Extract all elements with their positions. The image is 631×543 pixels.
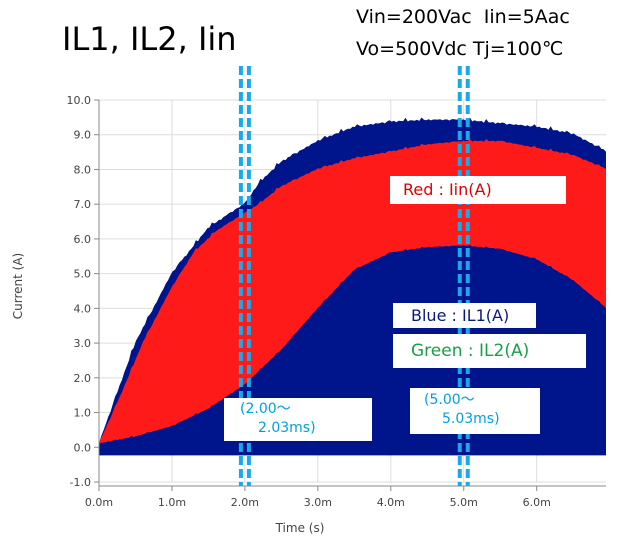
x-tick-label-1: 1.0m	[158, 496, 186, 509]
y-tick-label-0: 10.0	[67, 94, 92, 107]
window-label-1-line1: (2.00～	[240, 401, 291, 417]
y-tick-label-10: 0.0	[74, 441, 92, 454]
window-label-1-line2: 2.03ms)	[258, 420, 316, 436]
x-axis-label: Time (s)	[275, 521, 325, 535]
window-label-2-line1: (5.00～	[424, 392, 475, 408]
conditions-line-2: Vo=500Vdc Tj=100℃	[356, 38, 564, 60]
chart-axes: 10.0 9.0 8.0 7.0 6.0 5.0 4.0 3.0 2.0 1.0 0.0 -1.0 0.…	[67, 94, 606, 509]
x-tick-label-0: 0.0m	[85, 496, 113, 509]
conditions-line-1: Vin=200Vac Iin=5Aac	[356, 6, 570, 28]
y-tick-label-4: 6.0	[74, 233, 92, 246]
y-tick-label-3: 7.0	[74, 198, 92, 211]
chart-title: IL1, IL2, Iin	[62, 20, 237, 58]
window-label-1: (2.00～ 2.03ms)	[224, 398, 372, 441]
x-tick-label-6: 6.0m	[523, 496, 551, 509]
x-tick-label-2: 2.0m	[231, 496, 259, 509]
y-tick-label-11: -1.0	[70, 476, 91, 489]
legend-green-label: Green : IL2(A)	[393, 334, 586, 368]
y-axis-label: Current (A)	[11, 253, 25, 319]
x-tick-label-3: 3.0m	[304, 496, 332, 509]
y-tick-label-1: 9.0	[74, 129, 92, 142]
x-tick-label-5: 5.0m	[450, 496, 478, 509]
window-label-2-line2: 5.03ms)	[442, 411, 500, 427]
y-tick-label-8: 2.0	[74, 372, 92, 385]
legend-blue-label: Blue : IL1(A)	[393, 303, 536, 328]
time-window-markers	[238, 66, 470, 486]
y-tick-label-9: 1.0	[74, 407, 92, 420]
y-tick-label-5: 5.0	[74, 268, 92, 281]
window-label-2: (5.00～ 5.03ms)	[410, 388, 540, 434]
legend-red-label: Red : Iin(A)	[390, 176, 566, 204]
x-tick-label-4: 4.0m	[377, 496, 405, 509]
y-tick-label-6: 4.0	[74, 302, 92, 315]
y-tick-label-7: 3.0	[74, 337, 92, 350]
y-tick-label-2: 8.0	[74, 163, 92, 176]
